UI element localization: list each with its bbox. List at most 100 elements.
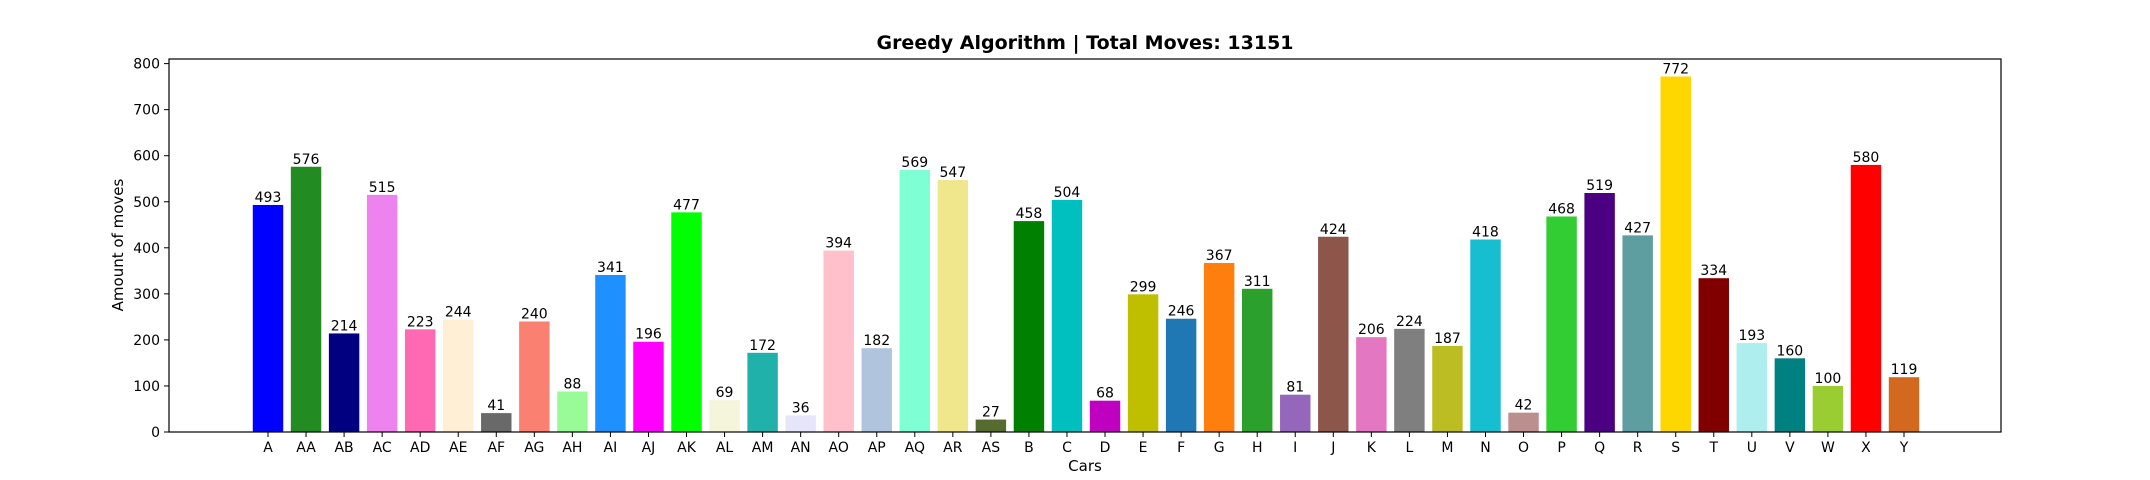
y-tick-label: 700: [133, 103, 160, 119]
x-tick-label: AQ: [905, 440, 925, 456]
bar-aj: [633, 341, 664, 432]
x-tick-label: T: [1708, 440, 1718, 456]
bar-value-label: 68: [1096, 386, 1114, 402]
bar-value-label: 193: [1738, 328, 1765, 344]
bar-value-label: 311: [1244, 274, 1271, 290]
bar-value-label: 576: [293, 152, 320, 168]
x-tick-label: O: [1518, 440, 1529, 456]
x-tick-label: Y: [1899, 440, 1909, 456]
x-tick-label: X: [1861, 440, 1871, 456]
bar-value-label: 214: [331, 318, 358, 334]
x-tick-label: AK: [677, 440, 697, 456]
x-tick-label: H: [1252, 440, 1263, 456]
y-tick-label: 500: [133, 195, 160, 211]
bar-value-label: 468: [1548, 201, 1575, 217]
x-tick-label: K: [1367, 440, 1377, 456]
bar-u: [1736, 343, 1768, 432]
bar-value-label: 424: [1320, 222, 1347, 238]
bar-k: [1356, 337, 1387, 432]
bar-ak: [671, 212, 702, 432]
bar-value-label: 244: [445, 305, 472, 321]
x-tick-label: R: [1633, 440, 1643, 456]
x-tick-label: AL: [716, 440, 734, 456]
bar-ad: [404, 329, 436, 432]
bar-ah: [557, 391, 588, 432]
x-tick-label: AN: [791, 440, 811, 456]
bar-ab: [328, 333, 360, 432]
bar-value-label: 493: [255, 190, 282, 206]
bar-value-label: 36: [792, 400, 810, 416]
bar-v: [1774, 358, 1806, 432]
bar-am: [747, 352, 778, 432]
bar-value-label: 569: [901, 155, 928, 171]
x-tick-label: L: [1405, 440, 1413, 456]
bar-al: [709, 400, 740, 432]
bar-ao: [823, 250, 854, 432]
bar-value-label: 458: [1016, 206, 1043, 222]
bar-value-label: 427: [1624, 220, 1651, 236]
bar-an: [785, 415, 816, 432]
bar-aq: [899, 169, 931, 433]
bar-value-label: 367: [1206, 248, 1233, 264]
plot-frame: [168, 58, 2002, 433]
bar-value-label: 246: [1168, 304, 1195, 320]
x-tick-label: AC: [373, 440, 392, 456]
bar-ar: [937, 180, 969, 432]
bar-y: [1888, 377, 1920, 432]
bar-value-label: 69: [716, 385, 734, 401]
y-tick-label: 100: [133, 379, 160, 395]
x-tick-label: AP: [868, 440, 886, 456]
x-tick-label: AF: [487, 440, 505, 456]
x-tick-label: AH: [562, 440, 582, 456]
bar-t: [1698, 278, 1729, 432]
bar-r: [1622, 235, 1653, 432]
bar-h: [1241, 288, 1273, 432]
y-tick-label: 300: [133, 287, 160, 303]
bar-c: [1051, 199, 1083, 432]
bar-q: [1584, 193, 1615, 432]
bar-value-label: 223: [407, 314, 434, 330]
bar-e: [1127, 294, 1159, 432]
x-tick-label: AB: [334, 440, 353, 456]
bar-value-label: 418: [1472, 225, 1499, 241]
x-tick-label: C: [1062, 440, 1072, 456]
x-tick-label: AI: [604, 440, 618, 456]
bar-value-label: 240: [521, 306, 548, 322]
x-tick-label: B: [1024, 440, 1034, 456]
bar-value-label: 182: [863, 333, 890, 349]
x-tick-label: N: [1480, 440, 1490, 456]
bar-value-label: 334: [1700, 263, 1727, 279]
y-tick-label: 200: [133, 333, 160, 349]
x-tick-label: F: [1177, 440, 1185, 456]
bar-ag: [519, 321, 550, 432]
bar-value-label: 41: [487, 398, 505, 414]
x-tick-label: A: [263, 440, 273, 456]
x-tick-label: AE: [449, 440, 467, 456]
bar-l: [1394, 328, 1425, 432]
bar-b: [1013, 221, 1045, 432]
bar-af: [481, 413, 512, 432]
x-tick-label: AS: [982, 440, 1001, 456]
bar-value-label: 88: [563, 376, 581, 392]
bar-value-label: 394: [825, 236, 852, 252]
bar-s: [1660, 76, 1691, 432]
x-tick-label: AG: [524, 440, 544, 456]
bar-value-label: 100: [1815, 371, 1842, 387]
x-tick-label: Q: [1594, 440, 1605, 456]
y-tick-label: 400: [133, 241, 160, 257]
x-tick-label: W: [1821, 440, 1835, 456]
bar-labels-group: 493 576 214 515 223 244 41 240 88 341 196 477 69 172 3…: [255, 61, 1918, 420]
bar-value-label: 547: [939, 165, 966, 181]
y-tick-label: 0: [151, 425, 160, 441]
bar-p: [1546, 216, 1577, 432]
x-tick-label: AD: [410, 440, 430, 456]
bar-value-label: 42: [1515, 398, 1533, 414]
x-tick-label: AJ: [642, 440, 656, 456]
bar-as: [975, 419, 1007, 432]
x-tick-label: U: [1747, 440, 1757, 456]
x-tick-label: M: [1441, 440, 1453, 456]
bar-value-label: 187: [1434, 331, 1461, 347]
bar-value-label: 341: [597, 260, 624, 276]
bar-value-label: 160: [1776, 343, 1803, 359]
x-tick-label: J: [1330, 440, 1335, 456]
